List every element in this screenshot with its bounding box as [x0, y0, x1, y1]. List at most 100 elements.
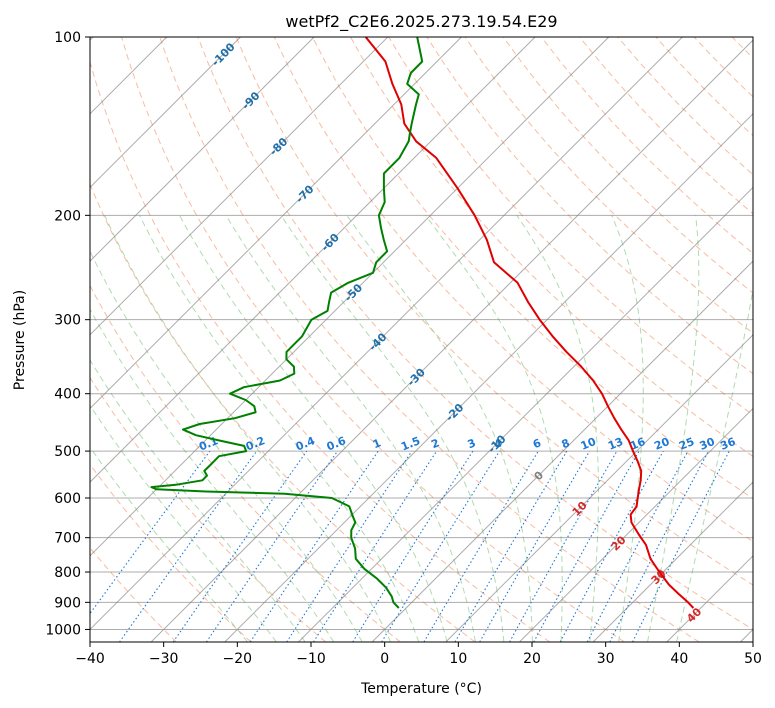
- isotherm-label: 0: [532, 468, 547, 483]
- dry-adiabat-line: [350, 37, 753, 458]
- isotherm-line: [666, 555, 753, 642]
- x-tick-label: −10: [296, 651, 326, 667]
- mixing-ratio-label: 8: [560, 436, 572, 451]
- x-axis-title: Temperature (°C): [360, 681, 482, 697]
- isotherm-line: [90, 37, 241, 189]
- isotherm-label: -70: [293, 182, 316, 205]
- x-tick-label: −30: [149, 651, 179, 667]
- mixing-ratio-line: [352, 450, 474, 642]
- dewpoint-profile-line: [150, 37, 424, 609]
- plot-frame: [89, 36, 754, 643]
- mixing-ratio-line: [632, 450, 730, 642]
- y-tick-label: 100: [54, 30, 81, 46]
- dry-adiabat-line: [90, 463, 252, 642]
- y-tick-label: 900: [54, 595, 81, 611]
- mixing-ratio-label: 3: [466, 436, 478, 451]
- mixing-ratio-label: 30: [698, 435, 717, 453]
- isotherm-line: [150, 39, 753, 642]
- mixing-ratio-line: [172, 450, 308, 642]
- mixing-ratio-line: [286, 450, 413, 642]
- y-tick-label: 600: [54, 491, 81, 507]
- chart-title: wetPf2_C2E6.2025.273.19.54.E29: [285, 12, 557, 32]
- dry-adiabat-line: [273, 37, 753, 543]
- moist-adiabat-line: [516, 215, 599, 642]
- dry-adiabat-line: [90, 376, 327, 642]
- isotherm-label: -40: [366, 330, 389, 353]
- dry-adiabat-line: [90, 60, 551, 642]
- isotherm-line: [445, 334, 753, 642]
- dry-adiabat-line: [770, 37, 775, 642]
- y-axis-title: Pressure (hPa): [12, 290, 28, 390]
- mixing-ratio-label: 25: [677, 435, 696, 453]
- moist-adiabat-line: [139, 215, 420, 642]
- dry-adiabat-line: [90, 284, 401, 642]
- moist-adiabat-line: [90, 358, 306, 642]
- x-tick-label: 40: [670, 651, 688, 667]
- dry-adiabat-line: [502, 37, 753, 294]
- moist-adiabat-line: [346, 215, 533, 642]
- mixing-ratio-label: 36: [718, 435, 737, 453]
- moist-adiabat-line: [104, 215, 391, 642]
- y-tick-label: 800: [54, 565, 81, 581]
- mixing-ratio-line: [586, 450, 689, 642]
- mixing-ratio-line: [509, 450, 618, 642]
- moist-adiabat-line: [90, 308, 335, 642]
- moist-adiabat-line: [425, 215, 563, 642]
- dry-adiabat-line: [541, 37, 753, 254]
- mixing-ratio-label: 2: [429, 436, 441, 451]
- isotherm-line: [90, 37, 683, 631]
- isotherm-label: -10: [485, 432, 508, 455]
- isotherm-label: 10: [570, 499, 590, 519]
- isotherm-label: -90: [239, 89, 262, 112]
- mixing-ratio-line: [533, 450, 640, 642]
- mixing-ratio-label: 13: [606, 435, 625, 453]
- y-tick-label: 1000: [45, 622, 81, 638]
- mixing-ratio-label: 1: [371, 436, 383, 451]
- mixing-ratio-line: [119, 450, 258, 642]
- isotherm-line: [740, 628, 753, 642]
- mixing-ratio-line: [559, 450, 664, 642]
- x-tick-label: 50: [744, 651, 762, 667]
- mixing-ratio-label: 0.6: [325, 434, 348, 453]
- y-tick-label: 500: [54, 444, 81, 460]
- x-tick-label: 20: [523, 651, 541, 667]
- moist-adiabat-line: [611, 215, 644, 642]
- dry-adiabat-line: [388, 37, 753, 416]
- y-tick-label: 700: [54, 531, 81, 547]
- mixing-ratio-label: 6: [531, 436, 543, 451]
- dry-adiabat-line: [235, 37, 753, 586]
- dry-adiabat-line: [311, 37, 753, 500]
- x-tick-label: −40: [75, 651, 105, 667]
- isotherm-line: [90, 37, 462, 410]
- profile-layer: [150, 37, 695, 609]
- moist-adiabat-line: [90, 250, 363, 642]
- isotherm-line: [224, 113, 753, 642]
- moist-adiabat-line: [280, 215, 505, 642]
- x-tick-label: −20: [223, 651, 253, 667]
- x-tick-label: 10: [449, 651, 467, 667]
- dry-adiabat-line: [159, 37, 700, 642]
- mixing-ratio-line: [90, 450, 211, 615]
- axis-layer: −40 −30 −20 −10 0 10 20 30 40 5010020030040050060…: [45, 30, 762, 667]
- moist-adiabat-line: [647, 215, 700, 642]
- x-tick-label: 0: [380, 651, 389, 667]
- mixing-ratio-label: 20: [652, 435, 671, 453]
- isotherm-label: -80: [267, 135, 290, 158]
- isotherm-label: 40: [684, 605, 704, 625]
- isotherm-label: -20: [443, 401, 466, 424]
- isotherm-line: [371, 260, 753, 642]
- moist-adiabat-line: [90, 404, 277, 642]
- mixing-ratio-label: 10: [579, 435, 598, 453]
- moist-adiabat-line: [90, 446, 248, 642]
- dry-adiabat-line: [693, 37, 753, 98]
- mixing-ratio-line: [205, 450, 338, 642]
- dry-adiabat-line: [655, 37, 753, 137]
- x-tick-label: 30: [597, 651, 615, 667]
- dry-adiabat-line: [197, 37, 753, 630]
- moist-adiabat-line: [179, 215, 448, 642]
- mixing-ratio-line: [423, 450, 539, 642]
- isotherm-line: [592, 481, 753, 642]
- isotherm-line: [519, 407, 753, 642]
- y-tick-label: 200: [54, 208, 81, 224]
